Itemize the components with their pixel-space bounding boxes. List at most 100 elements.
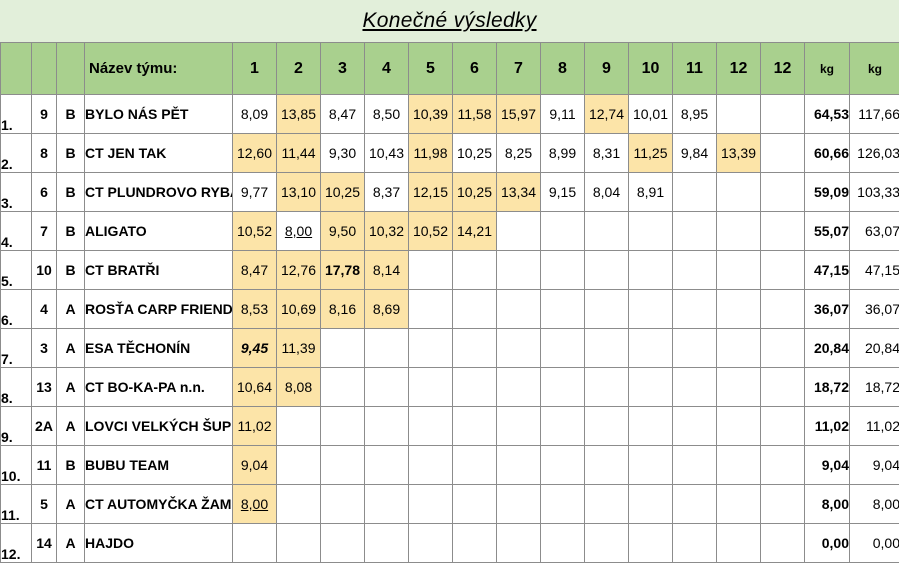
rank-cell: 6. [0, 289, 32, 329]
weight-cell [584, 250, 629, 290]
kg-total-cell: 20,84 [849, 328, 899, 368]
rank-cell: 10. [0, 445, 32, 485]
weight-cell: 8,00 [276, 211, 321, 251]
weight-cell [276, 523, 321, 563]
weight-cell: 8,91 [628, 172, 673, 212]
team-name-cell: ALIGATO [84, 211, 233, 251]
header-round: 12 [716, 42, 761, 95]
weight-cell [760, 367, 805, 407]
weight-cell: 12,76 [276, 250, 321, 290]
rank-cell: 12. [0, 523, 32, 563]
team-name-cell: CT BO-KA-PA n.n. [84, 367, 233, 407]
weight-cell [320, 523, 365, 563]
weight-cell [540, 289, 585, 329]
team-number-cell: 10 [31, 250, 57, 290]
header-rank [0, 42, 32, 95]
weight-cell: 9,30 [320, 133, 365, 173]
team-number-cell: 11 [31, 445, 57, 485]
weight-cell [320, 484, 365, 524]
weight-cell [452, 523, 497, 563]
header-round: 2 [276, 42, 321, 95]
weight-cell [452, 289, 497, 329]
weight-cell [628, 406, 673, 446]
weight-cell [408, 328, 453, 368]
header-round: 7 [496, 42, 541, 95]
kg-top-cell: 64,53 [804, 94, 850, 134]
weight-cell: 17,78 [320, 250, 365, 290]
team-number-cell: 2A [31, 406, 57, 446]
weight-cell: 8,04 [584, 172, 629, 212]
weight-cell: 8,16 [320, 289, 365, 329]
weight-cell [672, 523, 717, 563]
weight-cell [672, 445, 717, 485]
weight-cell [628, 250, 673, 290]
weight-cell [628, 367, 673, 407]
category-cell: A [56, 523, 85, 563]
team-number-cell: 6 [31, 172, 57, 212]
kg-top-cell: 9,04 [804, 445, 850, 485]
header-row: Název týmu: 1 2 3 4 5 6 7 8 9 10 11 12 1… [0, 42, 899, 95]
weight-cell [320, 367, 365, 407]
weight-cell: 10,52 [232, 211, 277, 251]
weight-cell [408, 445, 453, 485]
category-cell: B [56, 445, 85, 485]
table-row: 6. 4 A ROSŤA CARP FRIENDS 8,53 10,69 8,16 8,69 3… [0, 289, 899, 329]
weight-cell: 11,39 [276, 328, 321, 368]
team-name-cell: CT BRATŘI [84, 250, 233, 290]
header-round: 12 [760, 42, 805, 95]
team-name-cell: HAJDO [84, 523, 233, 563]
kg-total-cell: 8,00 [849, 484, 899, 524]
table-row: 7. 3 A ESA TĚCHONÍN 9,45 11,39 20,84 20,84 [0, 328, 899, 368]
weight-cell [584, 445, 629, 485]
weight-cell [496, 367, 541, 407]
weight-cell: 10,32 [364, 211, 409, 251]
team-name-cell: CT JEN TAK [84, 133, 233, 173]
kg-top-cell: 59,09 [804, 172, 850, 212]
team-name-cell: CT PLUNDROVO RYBÁŘI [84, 172, 233, 212]
category-cell: A [56, 406, 85, 446]
weight-cell [584, 406, 629, 446]
kg-total-cell: 9,04 [849, 445, 899, 485]
weight-cell [364, 328, 409, 368]
weight-cell [496, 289, 541, 329]
header-category [56, 42, 85, 95]
weight-cell [496, 523, 541, 563]
weight-cell [716, 484, 761, 524]
weight-cell: 8,99 [540, 133, 585, 173]
kg-total-cell: 103,33 [849, 172, 899, 212]
category-cell: B [56, 94, 85, 134]
table-row: 12. 14 A HAJDO 0,00 0,00 [0, 523, 899, 563]
weight-cell [584, 484, 629, 524]
team-number-cell: 7 [31, 211, 57, 251]
weight-cell [628, 484, 673, 524]
rank-cell: 9. [0, 406, 32, 446]
weight-cell: 12,15 [408, 172, 453, 212]
weight-cell [716, 328, 761, 368]
weight-cell: 12,60 [232, 133, 277, 173]
table-row: 4. 7 B ALIGATO 10,52 8,00 9,50 10,32 10,52 14,21 5… [0, 211, 899, 251]
weight-cell: 8,95 [672, 94, 717, 134]
category-cell: A [56, 289, 85, 329]
weight-cell [628, 211, 673, 251]
weight-cell [760, 445, 805, 485]
header-round: 5 [408, 42, 453, 95]
weight-cell [276, 445, 321, 485]
weight-cell [408, 406, 453, 446]
weight-cell [452, 367, 497, 407]
weight-cell: 9,15 [540, 172, 585, 212]
weight-cell [496, 250, 541, 290]
weight-cell: 10,01 [628, 94, 673, 134]
weight-cell [716, 445, 761, 485]
weight-cell [628, 445, 673, 485]
kg-total-cell: 126,03 [849, 133, 899, 173]
weight-cell [496, 211, 541, 251]
weight-cell: 11,58 [452, 94, 497, 134]
weight-cell: 8,69 [364, 289, 409, 329]
weight-cell: 13,39 [716, 133, 761, 173]
weight-cell: 13,85 [276, 94, 321, 134]
team-number-cell: 14 [31, 523, 57, 563]
weight-cell [408, 484, 453, 524]
category-cell: B [56, 172, 85, 212]
kg-total-cell: 0,00 [849, 523, 899, 563]
